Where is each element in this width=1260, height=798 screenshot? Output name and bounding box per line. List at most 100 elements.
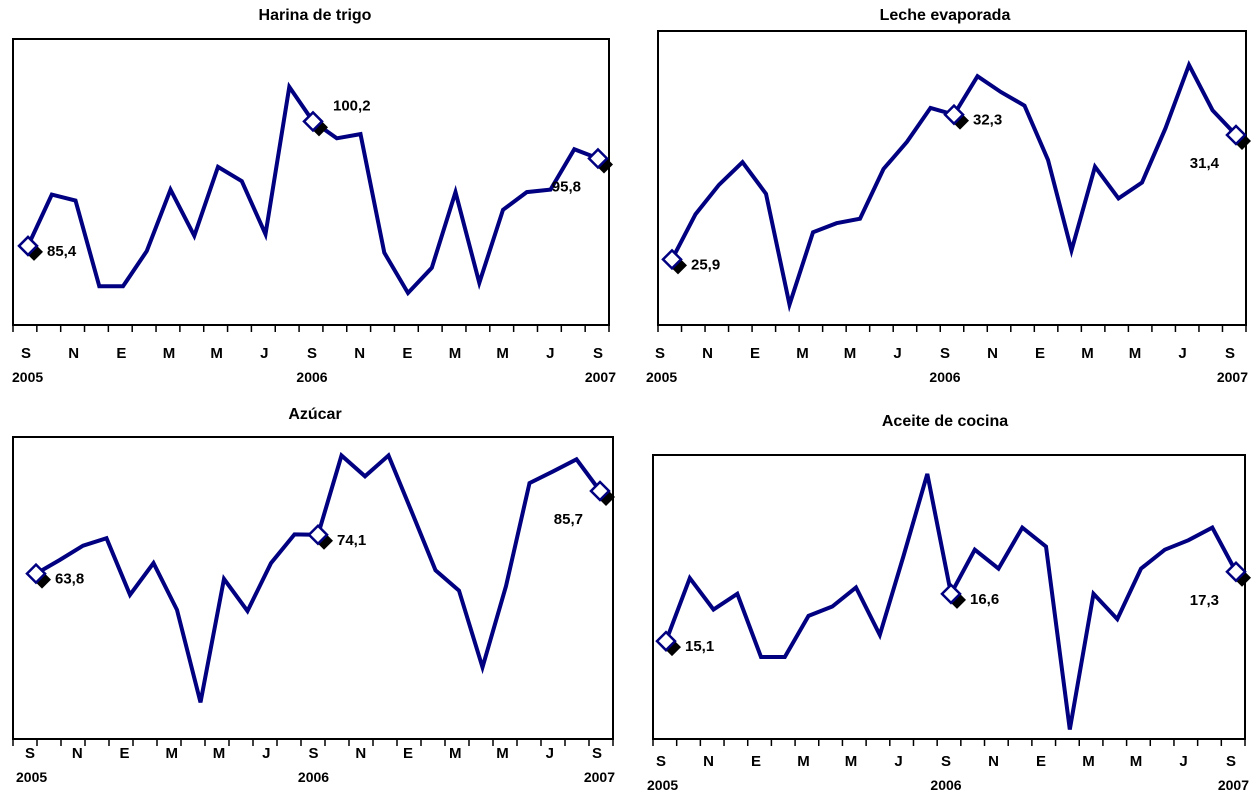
x-tick-label: E [1036,753,1046,770]
x-tick-label: M [844,345,857,362]
x-tick-label: E [751,753,761,770]
x-tick-label: E [116,345,126,362]
x-tick-label: E [750,345,760,362]
x-tick-label: J [1179,753,1187,770]
year-label: 2006 [296,369,327,385]
year-label: 2005 [16,769,47,785]
year-label: 2007 [584,769,615,785]
x-tick-label: S [21,345,31,362]
data-label: 85,7 [554,511,583,528]
line-chart: 85,4 100,2 95,8 S N E M M J S N E M M J S 2005 2006 2007 [12,38,616,385]
data-label: 16,6 [970,591,999,608]
line-chart: 25,9 32,3 31,4 S N E M M J S N E M M J S 2005 2006 2007 [646,30,1251,385]
year-label: 2007 [1218,777,1249,793]
year-label: 2006 [930,777,961,793]
x-tick-label: M [210,345,223,362]
x-tick-label: S [941,753,951,770]
plot-frame [657,30,1247,326]
x-tick-label: N [68,345,79,362]
x-tick-label: N [703,753,714,770]
data-label: 31,4 [1190,155,1220,172]
data-point-marker [25,562,51,589]
x-tick-label: E [119,745,129,762]
x-tick-label: M [1081,345,1094,362]
data-point-marker [589,480,615,506]
x-tick-label: J [894,753,902,770]
year-label: 2007 [585,369,616,385]
line-chart: 63,8 74,1 85,7 S N E M M J S N E M M J S 2005 2006 2007 [12,436,615,785]
x-tick-label: S [1225,345,1235,362]
data-label: 15,1 [685,638,714,655]
x-tick-label: J [260,345,268,362]
chart-title: Aceite de cocina [881,413,1009,430]
x-tick-label: M [1129,345,1142,362]
plot-frame [12,436,614,740]
x-tick-label: N [355,745,366,762]
x-tick-label: M [449,345,462,362]
x-tick-label: N [72,745,83,762]
x-tick-label: N [988,753,999,770]
data-label: 85,4 [47,243,77,260]
chart-panel-leche-evaporada: Leche evaporada 25,9 32,3 31,4 S N E M M J S N E M M J… [630,0,1260,399]
x-tick-label: M [797,753,810,770]
x-tick-label: S [592,745,602,762]
data-label: 63,8 [55,571,84,588]
x-tick-label: M [449,745,462,762]
data-point-marker [307,524,333,550]
year-label: 2005 [646,369,677,385]
x-tick-label: N [354,345,365,362]
x-tick-label: M [1082,753,1095,770]
x-tick-label: S [593,345,603,362]
plot-frame [652,454,1246,740]
year-label: 2006 [298,769,329,785]
data-label: 74,1 [337,532,366,549]
series-line [670,59,1238,313]
data-label: 17,3 [1190,592,1219,609]
chart-title: Harina de trigo [258,7,372,24]
x-tick-label: M [166,745,179,762]
x-tick-label: E [403,745,413,762]
year-label: 2005 [647,777,678,793]
x-tick-label: J [262,745,270,762]
x-tick-label: M [1130,753,1143,770]
x-tick-label: M [496,745,509,762]
data-point-marker [661,248,687,275]
x-tick-label: M [845,753,858,770]
chart-panel-aceite-de-cocina: Aceite de cocina 15,1 16,6 17,3 S N E M M J S N E M M… [630,399,1260,798]
x-tick-label: M [213,745,226,762]
chart-panel-azucar: Azúcar 63,8 74,1 85,7 S N E M M J S N E M M J S 2005 2006… [0,399,630,798]
x-tick-label: E [402,345,412,362]
plot-frame [12,38,610,326]
x-tick-label: S [25,745,35,762]
chart-title: Leche evaporada [879,7,1011,24]
data-label: 32,3 [973,112,1002,129]
data-point-marker [1225,124,1251,151]
chart-title: Azúcar [288,406,342,423]
x-tick-label: S [656,753,666,770]
data-point-marker [940,583,966,609]
data-label: 95,8 [552,178,581,195]
data-label: 25,9 [691,256,720,273]
x-tick-label: M [163,345,176,362]
x-tick-label: S [307,345,317,362]
data-point-marker [655,630,681,657]
year-label: 2005 [12,369,43,385]
year-label: 2006 [929,369,960,385]
data-label: 100,2 [333,97,371,114]
data-point-marker [943,103,969,130]
x-tick-label: J [546,345,554,362]
data-point-marker [587,147,613,174]
data-point-marker [302,110,328,137]
x-tick-label: M [496,345,509,362]
chart-panel-harina-de-trigo: Harina de trigo 85,4 100,2 95,8 S N E M M J S N E M M… [0,0,630,399]
x-tick-label: E [1035,345,1045,362]
x-tick-label: J [546,745,554,762]
data-point-marker [1225,560,1251,587]
x-tick-label: S [1226,753,1236,770]
x-tick-label: S [655,345,665,362]
x-tick-label: J [893,345,901,362]
data-point-marker [17,235,43,261]
x-tick-label: N [987,345,998,362]
line-chart: 15,1 16,6 17,3 S N E M M J S N E M M J S 2005 2006 2007 [647,454,1251,793]
year-label: 2007 [1217,369,1248,385]
